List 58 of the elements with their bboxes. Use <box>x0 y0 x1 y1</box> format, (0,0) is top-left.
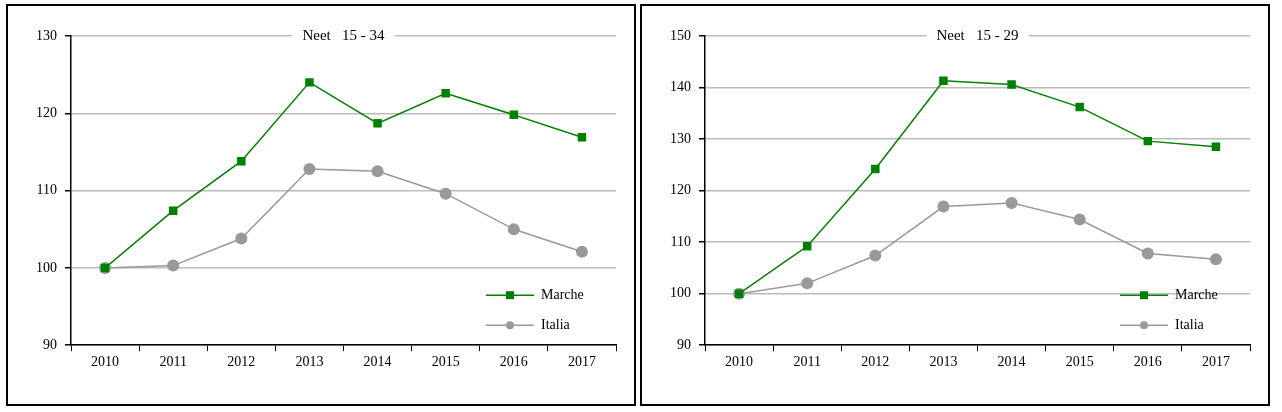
x-tick-label: 2012 <box>861 354 890 370</box>
y-tick-label: 90 <box>677 336 691 352</box>
y-tick-label: 90 <box>43 336 57 352</box>
legend-label: Italia <box>1175 316 1205 332</box>
point <box>168 206 178 215</box>
point <box>303 162 316 175</box>
legend-label: Marche <box>541 286 584 302</box>
chart-title: Neet 15 - 34 <box>302 26 386 43</box>
point <box>577 133 587 142</box>
y-tick-label: 100 <box>670 285 691 301</box>
point <box>507 223 520 236</box>
x-tick-label: 2011 <box>793 354 821 370</box>
y-tick-label: 100 <box>36 259 57 275</box>
x-tick-label: 2015 <box>1065 354 1094 370</box>
x-tick-label: 2014 <box>997 354 1026 370</box>
point <box>305 78 314 87</box>
y-tick-label: 110 <box>670 233 691 249</box>
point <box>575 245 588 258</box>
x-tick-label: 2010 <box>725 354 754 370</box>
point <box>1005 196 1018 209</box>
legend-label: Italia <box>541 316 571 332</box>
x-tick-label: 2016 <box>1133 354 1162 370</box>
y-tick-label: 120 <box>670 182 691 198</box>
point <box>371 165 384 178</box>
chart-title: Neet 15 - 29 <box>936 26 1019 43</box>
x-tick-label: 2017 <box>567 354 596 370</box>
point <box>801 277 814 290</box>
x-tick-label: 2017 <box>1201 354 1230 370</box>
point <box>1075 102 1084 112</box>
legend-label: Marche <box>1175 286 1218 302</box>
y-tick-label: 150 <box>670 27 691 43</box>
point <box>1141 247 1154 260</box>
point <box>937 200 950 213</box>
point <box>237 156 246 166</box>
point <box>939 76 948 86</box>
point <box>439 187 452 200</box>
x-tick-label: 2015 <box>431 354 460 370</box>
y-tick-label: 130 <box>670 130 691 146</box>
point <box>869 249 882 262</box>
point <box>441 88 450 98</box>
point <box>1073 213 1086 226</box>
x-tick-label: 2013 <box>929 354 958 370</box>
point <box>1209 253 1222 266</box>
y-tick-label: 110 <box>36 182 57 198</box>
point <box>1007 80 1016 89</box>
point <box>871 164 880 174</box>
x-tick-label: 2016 <box>499 354 528 370</box>
point <box>167 259 180 272</box>
x-tick-label: 2012 <box>227 354 256 370</box>
x-tick-label: 2014 <box>363 354 392 370</box>
x-tick-label: 2010 <box>91 354 120 370</box>
y-tick-label: 130 <box>36 27 57 43</box>
point <box>373 119 382 128</box>
x-tick-label: 2011 <box>159 354 187 370</box>
x-tick-label: 2013 <box>295 354 324 370</box>
y-tick-label: 140 <box>670 79 691 95</box>
point <box>235 232 248 245</box>
y-tick-label: 120 <box>36 104 57 120</box>
